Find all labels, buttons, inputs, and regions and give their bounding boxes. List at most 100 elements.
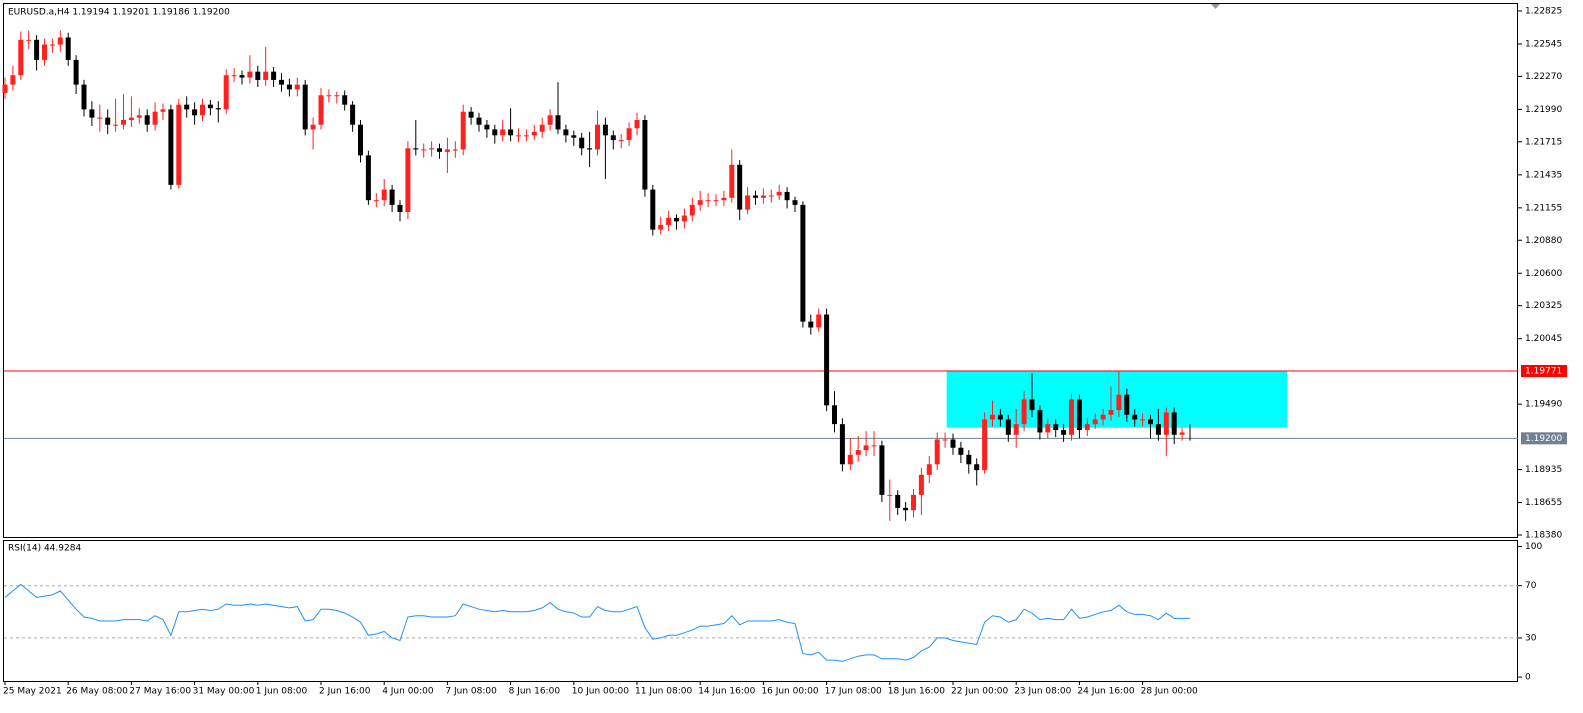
candle-body [737, 164, 743, 210]
candle-body [903, 507, 909, 511]
candle-body [547, 115, 553, 125]
x-tick-label: 17 Jun 08:00 [825, 687, 882, 697]
candle-body [444, 149, 450, 152]
candle-body [539, 124, 545, 132]
candle-body [729, 164, 735, 198]
candle-body [294, 84, 300, 90]
candle-body [1124, 394, 1130, 415]
candle-body [176, 104, 182, 185]
candle-body [579, 137, 585, 149]
price-label-box [1521, 432, 1567, 445]
candle-body [587, 148, 593, 150]
candle-body [531, 131, 537, 136]
candle-body [255, 71, 261, 80]
y-tick-label: 100 [1525, 542, 1542, 552]
candle-body [160, 109, 166, 112]
candle-body [239, 75, 245, 78]
x-tick-label: 26 May 08:00 [66, 687, 128, 697]
candle-body [571, 135, 577, 138]
candle-body [816, 314, 822, 328]
candle-body [824, 314, 830, 406]
y-tick-label: 1.18380 [1525, 530, 1562, 540]
candle-body [950, 439, 956, 448]
candle-body [484, 124, 490, 130]
y-tick-label: 1.18655 [1525, 498, 1562, 508]
candle-body [144, 115, 150, 125]
chart-title: EURUSD.a,H4 1.19194 1.19201 1.19186 1.19… [8, 8, 230, 18]
candle-body [1076, 399, 1082, 431]
candle-body [745, 195, 751, 210]
candle-body [855, 450, 861, 455]
candle-body [784, 191, 790, 201]
candle-body [689, 204, 695, 216]
rsi-title: RSI(14) 44.9284 [8, 544, 81, 554]
price-label-box [1521, 365, 1567, 378]
candle-body [808, 321, 814, 328]
candle-body [1013, 424, 1019, 435]
candle-body [81, 84, 87, 110]
candle-body [1100, 414, 1106, 420]
candle-body [674, 217, 679, 222]
candle-body [128, 117, 134, 121]
candle-body [468, 111, 474, 118]
candle-body [389, 189, 395, 205]
candle-body [634, 120, 640, 129]
candle-body [121, 120, 126, 125]
candle-body [1037, 410, 1043, 433]
y-tick-label: 1.22545 [1525, 39, 1562, 49]
candle-body [136, 115, 142, 118]
candle-body [286, 84, 292, 90]
x-tick-label: 23 Jun 08:00 [1014, 687, 1071, 697]
candle-body [437, 148, 442, 152]
x-tick-label: 8 Jun 16:00 [509, 687, 561, 697]
candle-body [1069, 399, 1074, 435]
candle-body [997, 414, 1003, 420]
y-tick-label: 1.20880 [1525, 236, 1562, 246]
candle-body [934, 439, 940, 465]
candle-body [650, 189, 656, 230]
candle-body [263, 71, 269, 80]
x-tick-label: 28 Jun 00:00 [1141, 687, 1198, 697]
x-tick-label: 25 May 2021 [3, 687, 62, 697]
candle-body [800, 204, 806, 322]
y-tick-label: 1.20325 [1525, 301, 1562, 311]
candle-body [1116, 394, 1122, 411]
candle-body [508, 129, 514, 136]
candle-body [492, 129, 498, 136]
candle-body [310, 124, 316, 130]
candle-body [1140, 419, 1146, 421]
y-tick-label: 1.18935 [1525, 465, 1562, 475]
candle-body [618, 140, 624, 142]
candle-body [887, 494, 893, 496]
y-tick-label: 1.20600 [1525, 269, 1562, 279]
candle-body [1132, 414, 1138, 420]
candle-body [421, 149, 427, 151]
candle-body [1155, 424, 1161, 435]
candle-body [350, 104, 356, 125]
y-tick-label: 1.19490 [1525, 400, 1562, 410]
candle-body [879, 445, 885, 495]
candle-body [365, 155, 371, 201]
candle-body [279, 79, 284, 85]
x-tick-label: 14 Jun 16:00 [698, 687, 755, 697]
candle-body [413, 148, 419, 150]
candle-body [926, 464, 932, 475]
y-tick-label: 1.21155 [1525, 203, 1562, 213]
price-label: 1.19200 [1525, 434, 1562, 444]
candle-body [768, 195, 774, 197]
candle-body [610, 135, 616, 141]
candle-body [10, 75, 16, 85]
candle-body [73, 59, 79, 85]
y-tick-label: 70 [1525, 581, 1537, 591]
candle-body [721, 197, 727, 201]
candle-body [792, 200, 798, 205]
candle-body [152, 111, 158, 125]
candle-body [1005, 419, 1011, 435]
candle-body [1148, 419, 1153, 425]
candle-body [2, 84, 8, 93]
candle-body [705, 200, 711, 202]
candle-body [215, 108, 221, 110]
x-tick-label: 31 May 00:00 [193, 687, 255, 697]
candle-body [847, 454, 853, 465]
